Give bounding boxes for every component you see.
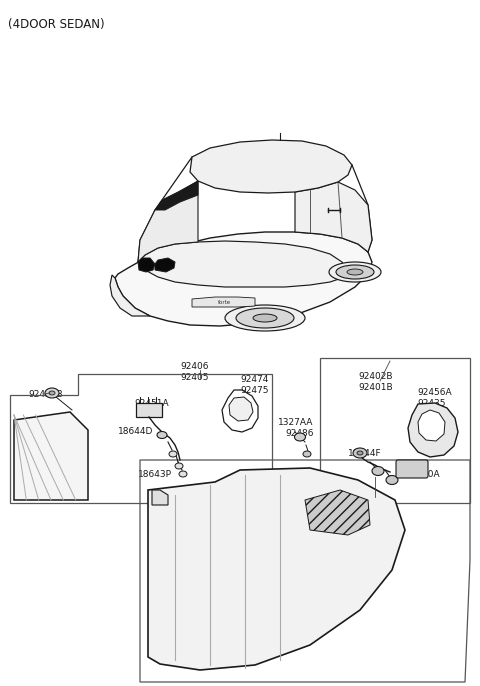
Ellipse shape	[179, 471, 187, 477]
Text: 92435: 92435	[417, 399, 445, 408]
Text: 92402B: 92402B	[358, 372, 393, 381]
Text: 18643P: 18643P	[138, 470, 172, 479]
Text: 92455B: 92455B	[28, 390, 62, 399]
Ellipse shape	[372, 466, 384, 475]
Ellipse shape	[303, 451, 311, 457]
Ellipse shape	[357, 451, 363, 455]
Ellipse shape	[49, 391, 55, 395]
Text: 18644D: 18644D	[118, 427, 154, 436]
Text: 92410B: 92410B	[248, 489, 283, 498]
Polygon shape	[408, 403, 458, 457]
Text: forte: forte	[217, 300, 230, 305]
Text: 92451A: 92451A	[134, 399, 168, 408]
Text: 92414B: 92414B	[46, 427, 81, 436]
Polygon shape	[138, 258, 155, 272]
Polygon shape	[138, 241, 346, 287]
Ellipse shape	[336, 265, 374, 279]
Text: 92486: 92486	[285, 429, 313, 438]
Ellipse shape	[169, 451, 177, 457]
Ellipse shape	[157, 431, 167, 438]
Text: (4DOOR SEDAN): (4DOOR SEDAN)	[8, 18, 105, 31]
Polygon shape	[14, 412, 88, 500]
Text: 92456A: 92456A	[417, 388, 452, 397]
Ellipse shape	[45, 388, 59, 398]
Ellipse shape	[225, 305, 305, 331]
Polygon shape	[155, 181, 198, 210]
Polygon shape	[190, 140, 352, 193]
Text: 92401B: 92401B	[358, 383, 393, 392]
Text: 92405: 92405	[181, 373, 209, 382]
Ellipse shape	[236, 308, 294, 328]
Ellipse shape	[353, 448, 367, 458]
Polygon shape	[295, 182, 372, 252]
Polygon shape	[115, 232, 372, 326]
Ellipse shape	[386, 475, 398, 484]
Polygon shape	[155, 258, 175, 272]
Text: 92475: 92475	[240, 386, 268, 395]
Polygon shape	[152, 490, 168, 505]
Polygon shape	[305, 490, 370, 535]
Polygon shape	[192, 297, 255, 307]
Polygon shape	[229, 397, 253, 421]
Text: 18644E: 18644E	[358, 498, 392, 507]
Polygon shape	[418, 410, 445, 441]
Polygon shape	[138, 181, 198, 262]
Polygon shape	[110, 275, 150, 316]
Text: 92450A: 92450A	[405, 470, 440, 479]
FancyBboxPatch shape	[396, 460, 428, 478]
Ellipse shape	[175, 463, 183, 469]
Ellipse shape	[329, 262, 381, 282]
Polygon shape	[136, 403, 162, 417]
Ellipse shape	[347, 269, 363, 275]
Text: 92413B: 92413B	[46, 438, 81, 447]
Ellipse shape	[295, 433, 305, 441]
Text: 1327AA: 1327AA	[278, 418, 313, 427]
Polygon shape	[148, 468, 405, 670]
Text: 18644F: 18644F	[348, 449, 382, 458]
Text: 92420B: 92420B	[248, 478, 283, 487]
Ellipse shape	[253, 314, 277, 322]
Text: 92406: 92406	[181, 362, 209, 371]
Text: 92474: 92474	[240, 375, 268, 384]
